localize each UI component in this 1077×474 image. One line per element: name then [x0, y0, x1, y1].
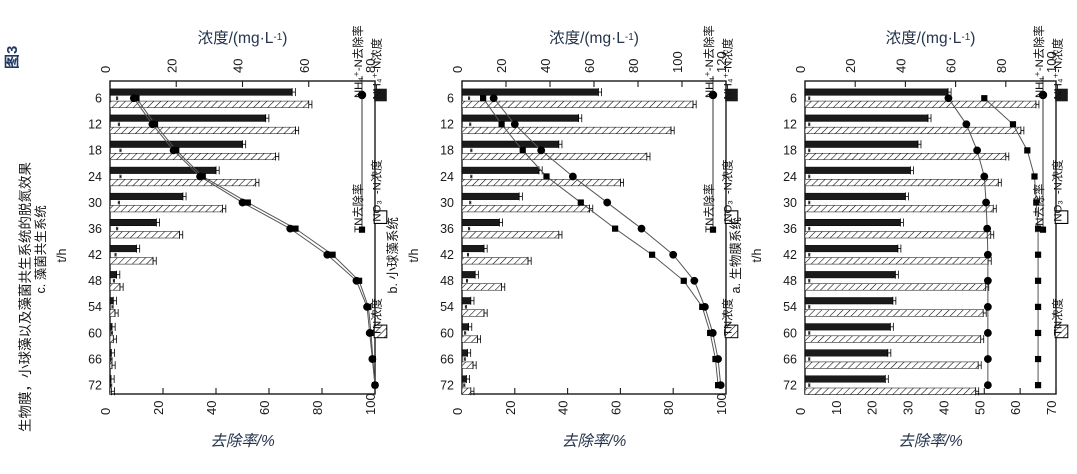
svg-text:20: 20	[503, 401, 518, 415]
svg-text:t/h: t/h	[55, 249, 69, 263]
svg-text:60: 60	[1008, 401, 1023, 415]
svg-text:30: 30	[88, 196, 102, 210]
svg-text:20: 20	[865, 401, 880, 415]
svg-text:40: 40	[538, 59, 553, 73]
svg-text:80: 80	[626, 59, 641, 73]
svg-text:20: 20	[164, 59, 179, 73]
svg-text:54: 54	[440, 300, 454, 314]
svg-text:20: 20	[151, 401, 166, 415]
svg-text:40: 40	[893, 59, 908, 73]
svg-text:b. 小球藻系统: b. 小球藻系统	[386, 217, 400, 293]
svg-text:0: 0	[98, 408, 113, 415]
svg-text:NO₃⁻-N浓度: NO₃⁻-N浓度	[721, 160, 735, 222]
svg-text:72: 72	[88, 378, 102, 392]
svg-text:40: 40	[556, 401, 571, 415]
svg-text:60: 60	[440, 326, 454, 340]
svg-text:36: 36	[440, 222, 454, 236]
svg-text:0: 0	[793, 66, 808, 73]
svg-text:72: 72	[783, 378, 797, 392]
svg-text:20: 20	[843, 59, 858, 73]
svg-text:80: 80	[310, 401, 325, 415]
svg-text:40: 40	[231, 59, 246, 73]
svg-text:TN去除率: TN去除率	[1032, 184, 1046, 233]
svg-text:42: 42	[783, 248, 797, 262]
svg-text:30: 30	[440, 196, 454, 210]
svg-text:TN浓度: TN浓度	[370, 298, 384, 336]
svg-text:去除率/%: 去除率/%	[210, 432, 275, 450]
svg-text:t/h: t/h	[750, 249, 764, 263]
svg-text:70: 70	[1044, 401, 1059, 415]
svg-text:60: 60	[608, 401, 623, 415]
svg-text:NH₄⁺-N浓度: NH₄⁺-N浓度	[1051, 38, 1065, 99]
svg-text:6: 6	[447, 92, 454, 106]
svg-text:12: 12	[88, 118, 102, 132]
svg-text:40: 40	[204, 401, 219, 415]
svg-text:42: 42	[88, 248, 102, 262]
svg-text:80: 80	[994, 59, 1009, 73]
svg-text:NH₄⁺-N去除率: NH₄⁺-N去除率	[1032, 25, 1046, 98]
svg-text:60: 60	[297, 59, 312, 73]
svg-text:66: 66	[440, 352, 454, 366]
svg-text:40: 40	[936, 401, 951, 415]
svg-text:50: 50	[972, 401, 987, 415]
svg-text:c. 藻菌共生系统: c. 藻菌共生系统	[34, 205, 48, 293]
svg-text:60: 60	[257, 401, 272, 415]
svg-text:TN去除率: TN去除率	[351, 184, 365, 233]
svg-text:NO₃⁻-N浓度: NO₃⁻-N浓度	[370, 160, 384, 222]
svg-text:48: 48	[88, 274, 102, 288]
svg-text:去除率/%: 去除率/%	[562, 432, 627, 450]
svg-text:0: 0	[98, 66, 113, 73]
svg-text:去除率/%: 去除率/%	[898, 432, 963, 450]
svg-text:100: 100	[670, 51, 685, 73]
svg-text:60: 60	[783, 326, 797, 340]
svg-text:18: 18	[440, 144, 454, 158]
svg-text:6: 6	[790, 92, 797, 106]
svg-text:36: 36	[783, 222, 797, 236]
svg-text:30: 30	[901, 401, 916, 415]
svg-text:100: 100	[714, 393, 729, 415]
svg-text:0: 0	[450, 66, 465, 73]
svg-text:TN浓度: TN浓度	[721, 298, 735, 336]
svg-text:30: 30	[783, 196, 797, 210]
svg-text:TN浓度: TN浓度	[1051, 298, 1065, 336]
svg-text:6: 6	[95, 92, 102, 106]
svg-text:60: 60	[944, 59, 959, 73]
svg-text:TN去除率: TN去除率	[702, 184, 716, 233]
svg-text:100: 100	[363, 393, 378, 415]
svg-text:80: 80	[661, 401, 676, 415]
svg-text:0: 0	[450, 408, 465, 415]
svg-text:NH₄⁺-N浓度: NH₄⁺-N浓度	[721, 38, 735, 99]
svg-text:36: 36	[88, 222, 102, 236]
svg-text:NH₄⁺-N浓度: NH₄⁺-N浓度	[370, 38, 384, 99]
svg-text:66: 66	[783, 352, 797, 366]
svg-text:48: 48	[440, 274, 454, 288]
svg-text:66: 66	[88, 352, 102, 366]
svg-text:12: 12	[783, 118, 797, 132]
svg-text:24: 24	[783, 170, 797, 184]
svg-text:60: 60	[582, 59, 597, 73]
svg-text:60: 60	[88, 326, 102, 340]
svg-text:48: 48	[783, 274, 797, 288]
svg-text:42: 42	[440, 248, 454, 262]
svg-text:生物膜，小球藻以及藻菌共生系统的脱氮效果: 生物膜，小球藻以及藻菌共生系统的脱氮效果	[18, 162, 33, 432]
svg-text:NH₄⁺-N去除率: NH₄⁺-N去除率	[702, 25, 716, 98]
svg-text:NO₃⁻-N浓度: NO₃⁻-N浓度	[1051, 160, 1065, 222]
svg-text:0: 0	[793, 408, 808, 415]
svg-text:24: 24	[88, 170, 102, 184]
svg-text:18: 18	[88, 144, 102, 158]
svg-text:10: 10	[829, 401, 844, 415]
svg-text:12: 12	[440, 118, 454, 132]
svg-text:54: 54	[88, 300, 102, 314]
svg-text:54: 54	[783, 300, 797, 314]
svg-text:NH₄⁺-N去除率: NH₄⁺-N去除率	[351, 25, 365, 98]
svg-text:72: 72	[440, 378, 454, 392]
svg-text:24: 24	[440, 170, 454, 184]
svg-text:a. 生物膜系统: a. 生物膜系统	[729, 217, 743, 293]
svg-text:20: 20	[494, 59, 509, 73]
svg-text:图3: 图3	[4, 46, 21, 69]
svg-text:t/h: t/h	[407, 249, 421, 263]
svg-text:18: 18	[783, 144, 797, 158]
